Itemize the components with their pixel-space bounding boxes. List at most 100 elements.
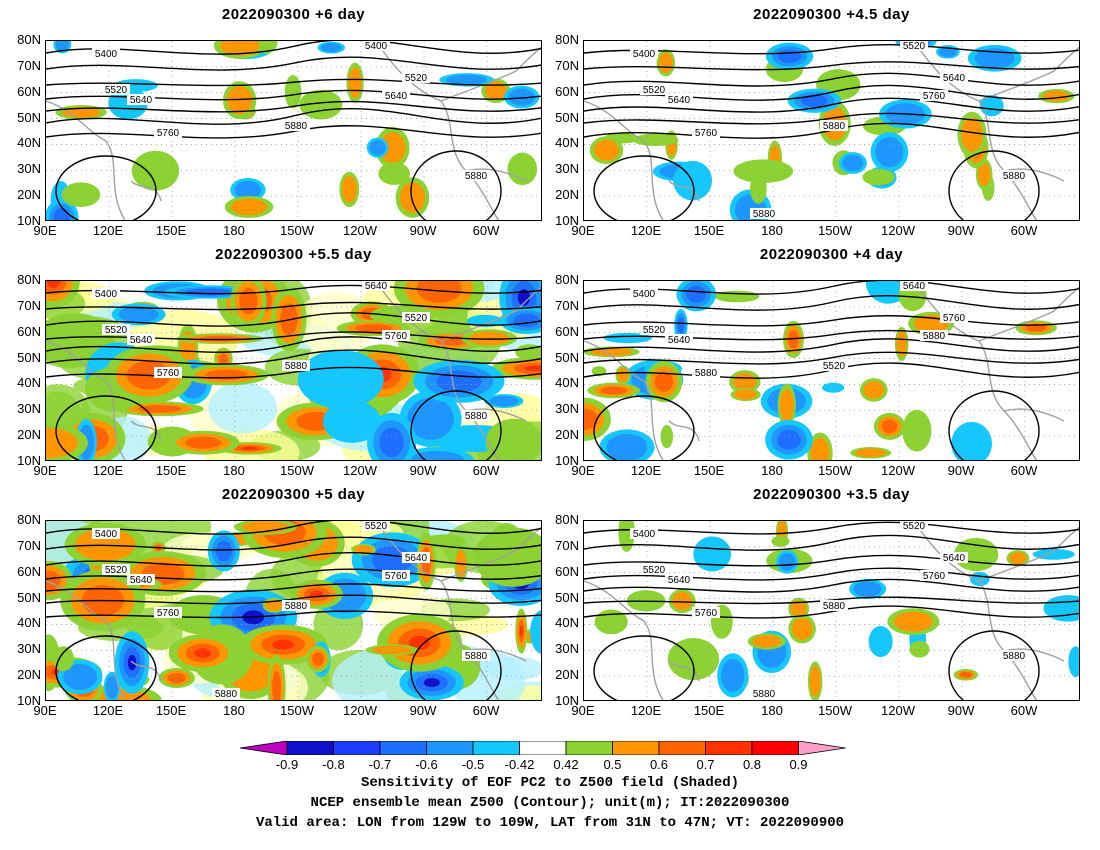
shading-blob — [341, 176, 357, 203]
x-axis-label: 90W — [409, 703, 437, 718]
height-contour — [46, 336, 541, 353]
x-axis-label: 60W — [1010, 703, 1038, 718]
contour-label-bg — [462, 170, 490, 181]
contour-label-bg — [630, 528, 658, 539]
shading-blob — [868, 625, 893, 658]
y-axis-label: 40N — [17, 615, 41, 631]
height-contour — [46, 610, 541, 619]
shading-blob — [779, 389, 794, 422]
map-panel: 5400 5520 5640 5760 5880 5400 5520 5640 5880 — [45, 40, 542, 221]
contour-label: 5880 — [823, 121, 846, 132]
contour-label-bg — [154, 127, 182, 138]
shading-blob — [603, 332, 652, 344]
height-contour — [584, 351, 1079, 365]
caption-line-2: NCEP ensemble mean Z500 (Contour); unit(… — [310, 795, 790, 811]
contour-label-bg — [665, 94, 693, 105]
coastline — [130, 420, 162, 442]
contour-label: 5520 — [105, 85, 128, 96]
colorbar-tick-label: -0.42 — [504, 757, 535, 772]
contour-label-bg — [1000, 170, 1028, 181]
x-axis-label: 180 — [223, 703, 245, 718]
colorbar-tick-label: 0.6 — [649, 757, 669, 772]
height-contour — [46, 349, 541, 365]
shading-blob — [893, 611, 933, 632]
shading-blob — [594, 609, 628, 635]
shading-blob — [660, 424, 674, 449]
shading-blob — [378, 162, 411, 185]
coastline — [130, 660, 162, 682]
x-axis-label: 150E — [693, 703, 725, 718]
height-contour — [46, 552, 541, 567]
height-contour — [46, 89, 541, 101]
height-contour — [46, 331, 541, 341]
height-contour — [584, 605, 1079, 619]
contour-label: 5520 — [643, 565, 666, 576]
contour-label-bg — [282, 360, 310, 371]
shading-blob — [593, 139, 620, 161]
x-axis-label: 90E — [33, 703, 57, 718]
height-contour — [584, 72, 1079, 87]
contour-label: 5640 — [903, 281, 926, 292]
colorbar-tick-label: 0.7 — [696, 757, 715, 772]
coastline — [668, 420, 700, 442]
contour-label: 5640 — [668, 575, 691, 586]
y-axis-label: 30N — [17, 641, 41, 657]
height-contour — [593, 155, 695, 220]
x-axis-label: 180 — [761, 463, 783, 478]
colorbar-segment — [333, 741, 381, 755]
contour-label: 5880 — [465, 651, 488, 662]
map-panel: 5400 5520 5640 5760 5880 5640 5520 5760 5880 — [45, 280, 542, 461]
y-axis-label: 30N — [17, 401, 41, 417]
contour-label-bg — [750, 208, 778, 219]
contour-label: 5760 — [923, 91, 946, 102]
height-contour — [410, 150, 502, 220]
x-axis-label: 60W — [472, 223, 500, 238]
shading-blob — [408, 635, 431, 651]
contour-label-bg — [462, 410, 490, 421]
panel-title: 2022090300 +5.5 day — [215, 246, 372, 263]
shading-blob — [938, 46, 957, 57]
contour-label-bg — [102, 84, 130, 95]
colorbar-segment — [286, 741, 334, 755]
height-contour — [46, 568, 541, 581]
contour-label-bg — [92, 48, 120, 59]
height-contour — [584, 521, 1079, 535]
y-axis-label: 30N — [555, 161, 579, 177]
x-axis-label: 120E — [630, 463, 662, 478]
shading-blob — [131, 150, 180, 191]
contour-label: 5400 — [95, 49, 118, 60]
contour-label-bg — [127, 334, 155, 345]
height-contour — [410, 630, 502, 700]
x-axis-label: 120W — [343, 703, 377, 718]
shading-blob — [321, 43, 342, 53]
contour-label-bg — [382, 330, 410, 341]
shading-blob — [312, 652, 324, 666]
height-contour — [584, 567, 1079, 581]
contour-label-bg — [127, 574, 155, 585]
shading-blob — [1043, 595, 1079, 622]
y-axis-label: 70N — [555, 537, 579, 553]
x-axis-label: 150E — [155, 463, 187, 478]
coastline — [668, 180, 700, 202]
y-axis-label: 60N — [555, 563, 579, 579]
contour-label: 5400 — [95, 529, 118, 540]
contour-label: 5880 — [1003, 651, 1026, 662]
height-contour — [584, 534, 1079, 551]
contour-label: 5880 — [465, 171, 488, 182]
contour-label: 5520 — [903, 41, 926, 52]
shading-blob — [167, 672, 186, 684]
shading-blob — [137, 405, 182, 413]
shading-blob — [423, 678, 440, 687]
shading-blob — [46, 281, 61, 288]
contour-label: 5400 — [633, 49, 656, 60]
contour-label: 5760 — [157, 368, 180, 379]
contour-label: 5880 — [753, 689, 776, 700]
shading-blob — [354, 545, 373, 554]
contour-label-bg — [102, 564, 130, 575]
contour-label-bg — [362, 521, 390, 531]
colorbar-segment — [519, 741, 567, 755]
height-contour — [55, 155, 157, 220]
y-axis-label: 60N — [555, 323, 579, 339]
